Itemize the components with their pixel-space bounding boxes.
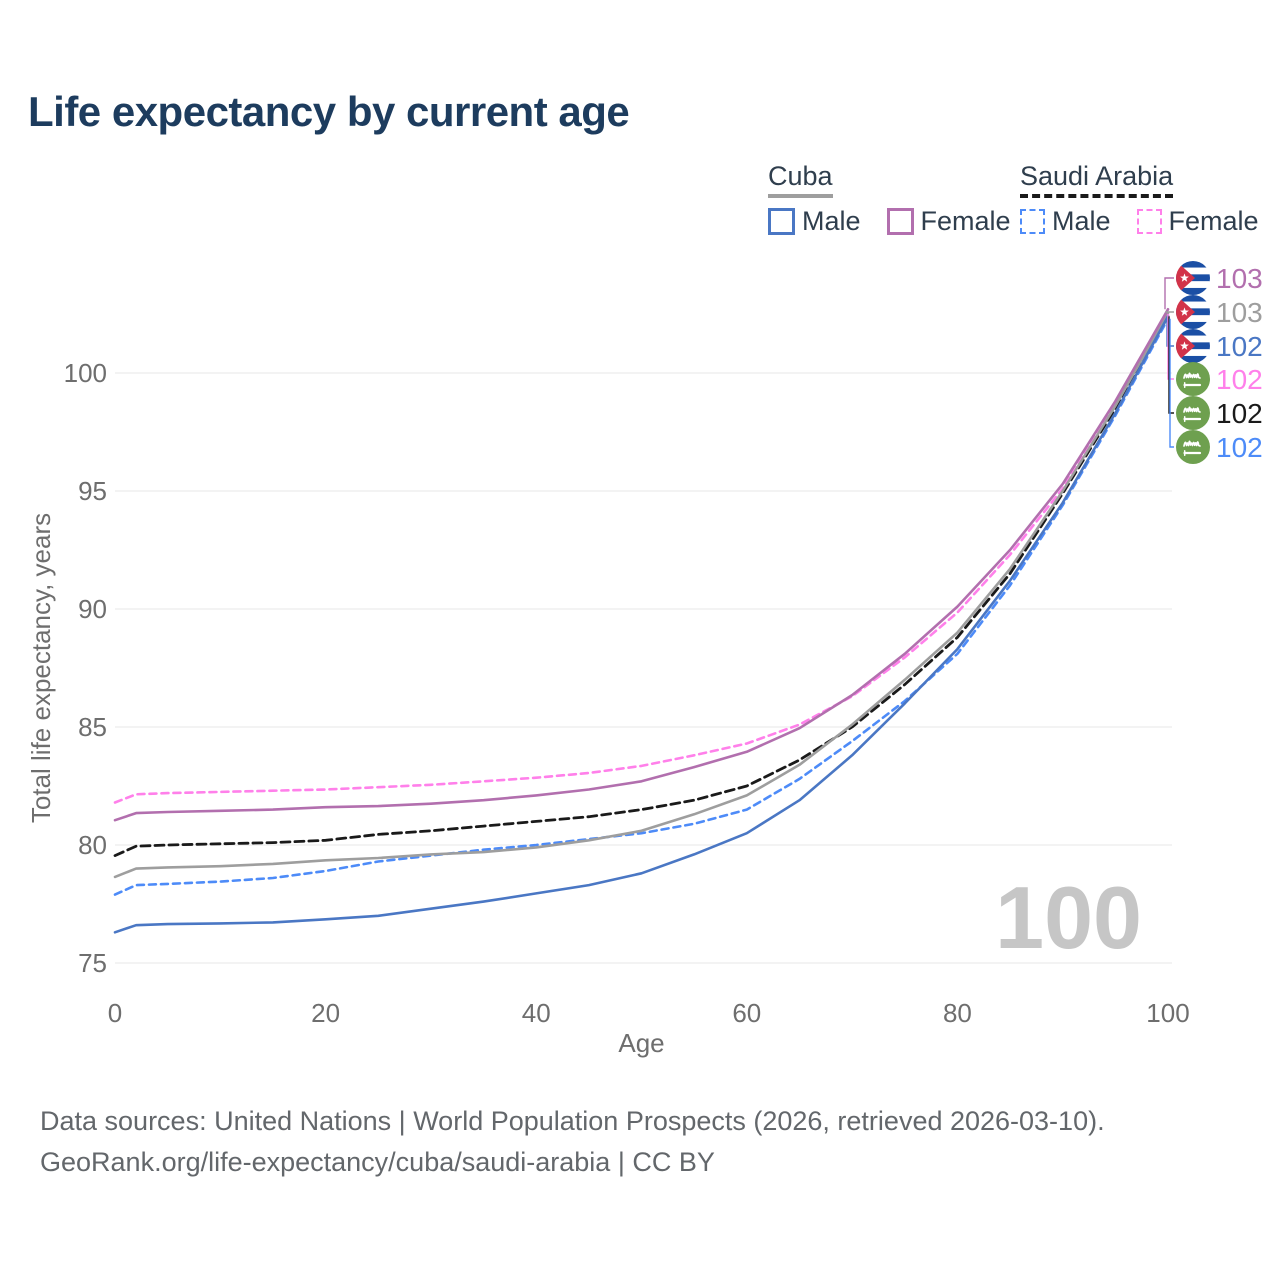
end-value-label-cuba-male: 102 — [1216, 331, 1263, 362]
data-sources-text: Data sources: United Nations | World Pop… — [40, 1106, 1105, 1136]
legend-label: Female — [920, 206, 1011, 236]
series-line-cuba-female — [113, 307, 1170, 822]
cuba-flag-icon — [1176, 295, 1210, 329]
legend-group-cuba: Cuba Male Female — [768, 161, 1011, 237]
y-tick-label: 95 — [78, 476, 107, 506]
legend-group-saudi-arabia: Saudi Arabia Male Female — [1020, 161, 1259, 237]
end-value-label-saudi-male: 102 — [1216, 432, 1263, 463]
legend-item-saudi-female[interactable]: Female — [1136, 206, 1259, 237]
y-tick-label: 90 — [78, 594, 107, 624]
series-line-saudi-male — [113, 317, 1170, 896]
age-watermark: 100 — [995, 868, 1142, 967]
legend-item-saudi-male[interactable]: Male — [1020, 206, 1111, 237]
series-line-saudi-female — [113, 312, 1170, 804]
cuba-male-swatch-icon — [768, 208, 795, 235]
cuba-flag-icon — [1176, 329, 1210, 363]
leader-line-saudi-female — [1167, 314, 1174, 380]
legend-item-cuba-male[interactable]: Male — [768, 206, 861, 237]
y-tick-label: 100 — [64, 358, 107, 388]
end-value-label-saudi-total: 102 — [1216, 398, 1263, 429]
series-line-cuba-total — [113, 311, 1170, 879]
legend-item-cuba-female[interactable]: Female — [886, 206, 1011, 237]
legend-country-cuba: Cuba — [768, 161, 833, 198]
saudi-male-swatch-icon — [1020, 209, 1045, 234]
leader-line-cuba-female — [1164, 277, 1174, 310]
cuba-flag-icon — [1176, 261, 1210, 295]
saudi-flag-icon — [1176, 362, 1210, 396]
saudi-flag-icon — [1176, 396, 1210, 430]
x-tick-label: 100 — [1146, 998, 1189, 1028]
saudi-female-swatch-icon — [1136, 209, 1162, 234]
y-tick-label: 85 — [78, 712, 107, 742]
leader-line-cuba-total — [1165, 311, 1174, 313]
x-tick-label: 20 — [311, 998, 340, 1028]
end-value-label-cuba-female: 103 — [1216, 263, 1263, 294]
page-title: Life expectancy by current age — [28, 88, 630, 135]
leader-line-cuba-male — [1166, 316, 1174, 347]
saudi-flag-icon — [1176, 430, 1210, 464]
cuba-female-swatch-icon — [886, 208, 914, 235]
x-tick-label: 80 — [943, 998, 972, 1028]
legend-label: Female — [1168, 206, 1259, 236]
y-tick-label: 75 — [78, 948, 107, 978]
y-tick-label: 80 — [78, 830, 107, 860]
x-tick-label: 60 — [732, 998, 761, 1028]
x-axis-title: Age — [618, 1028, 664, 1058]
series-line-cuba-male — [113, 315, 1170, 934]
series-line-saudi-total — [113, 314, 1170, 857]
x-tick-label: 40 — [522, 998, 551, 1028]
attribution-link-text: GeoRank.org/life-expectancy/cuba/saudi-a… — [40, 1147, 715, 1177]
y-axis-title: Total life expectancy, years — [26, 513, 56, 823]
end-value-label-cuba-total: 103 — [1216, 297, 1263, 328]
legend-label: Male — [1052, 206, 1111, 236]
legend-country-saudi-arabia: Saudi Arabia — [1020, 161, 1174, 198]
x-tick-label: 0 — [108, 998, 122, 1028]
leader-line-saudi-male — [1169, 318, 1174, 448]
leader-line-saudi-total — [1168, 316, 1174, 414]
legend-label: Male — [802, 206, 861, 236]
end-value-label-saudi-female: 102 — [1216, 364, 1263, 395]
